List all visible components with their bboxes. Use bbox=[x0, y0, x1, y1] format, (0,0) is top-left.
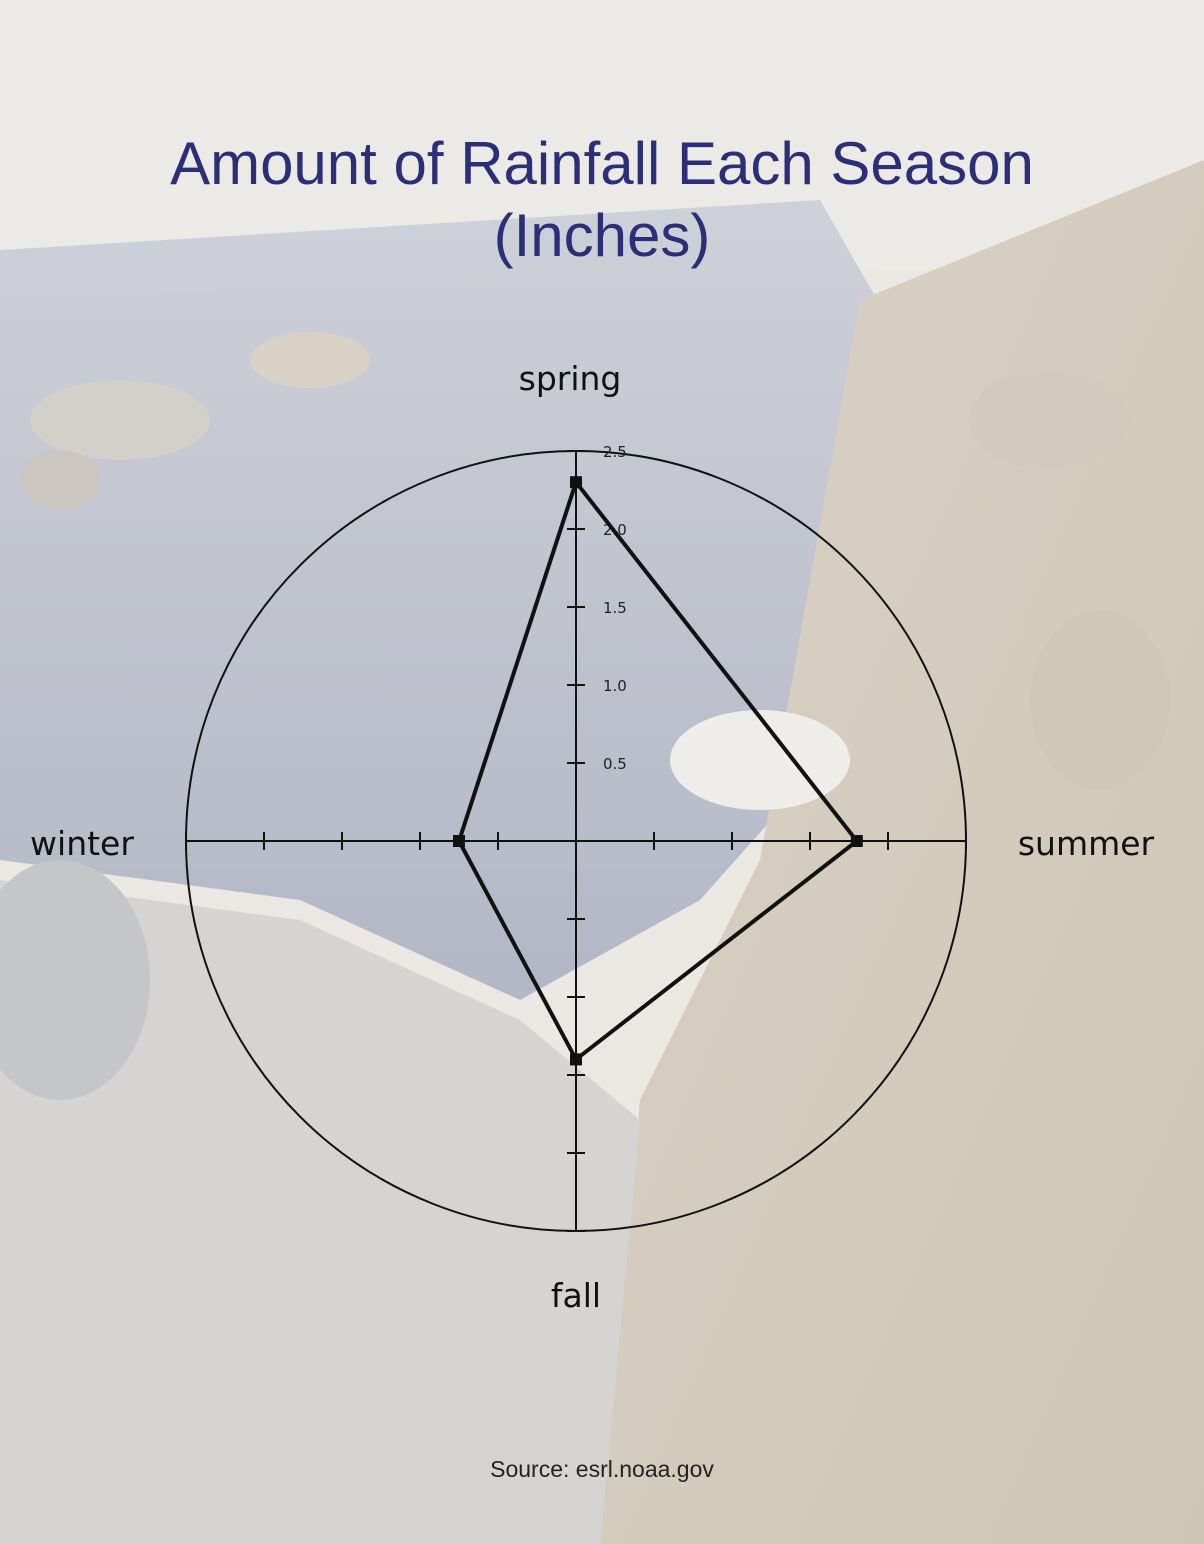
data-point-spring bbox=[570, 476, 582, 489]
category-label-fall: fall bbox=[551, 1276, 601, 1315]
data-point-markers bbox=[453, 476, 863, 1066]
chart-title: Amount of Rainfall Each Season (Inches) bbox=[0, 128, 1204, 272]
data-point-summer bbox=[850, 835, 863, 847]
chart-title-line-2: (Inches) bbox=[493, 202, 711, 269]
data-point-fall bbox=[570, 1053, 582, 1066]
category-label-winter: winter bbox=[30, 824, 134, 863]
data-point-winter bbox=[453, 835, 465, 847]
radial-tick-label: 1.0 bbox=[603, 677, 627, 695]
axis-ticks bbox=[185, 450, 967, 1232]
rainfall-series-line bbox=[456, 478, 860, 1063]
radial-tick-label: 0.5 bbox=[603, 755, 627, 773]
category-label-summer: summer bbox=[1018, 824, 1155, 863]
source-note: Source: esrl.noaa.gov bbox=[490, 1456, 714, 1482]
radial-tick-label: 2.5 bbox=[603, 443, 627, 461]
chart-title-line-1: Amount of Rainfall Each Season bbox=[170, 130, 1034, 197]
category-label-spring: spring bbox=[519, 359, 622, 398]
radial-tick-label: 1.5 bbox=[603, 599, 627, 617]
radial-tick-labels: 0.51.01.52.02.5 bbox=[603, 443, 627, 773]
